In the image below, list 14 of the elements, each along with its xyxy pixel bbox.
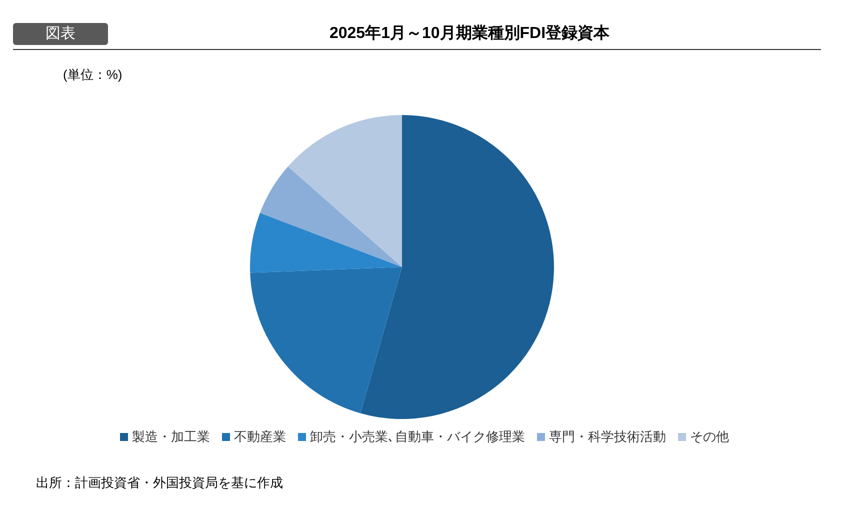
pie-slice — [288, 115, 402, 267]
pie-slice — [360, 115, 554, 419]
legend-label: 卸売・小売業､自動車・バイク修理業 — [310, 428, 525, 446]
pie-slice — [250, 212, 402, 273]
pie-slice — [250, 267, 402, 414]
legend-label: 専門・科学技術活動 — [549, 428, 666, 446]
legend-label: その他 — [690, 428, 729, 446]
text: (単位：%) — [63, 66, 122, 84]
chart-title: 2025年1月～10月期業種別FDI登録資本 — [328, 24, 611, 44]
text: 出所：計画投資省・外国投資局を基に作成 — [36, 474, 283, 492]
legend-label: 不動産業 — [234, 428, 286, 446]
legend-label: 製造・加工業 — [132, 428, 210, 446]
text: 図表 — [13, 23, 108, 45]
pie-slice — [260, 166, 402, 267]
